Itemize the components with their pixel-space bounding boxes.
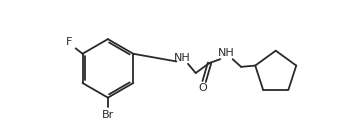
Text: NH: NH	[218, 48, 235, 58]
Text: NH: NH	[174, 53, 191, 63]
Text: F: F	[66, 37, 73, 47]
Text: Br: Br	[102, 110, 114, 120]
Text: O: O	[198, 83, 207, 93]
